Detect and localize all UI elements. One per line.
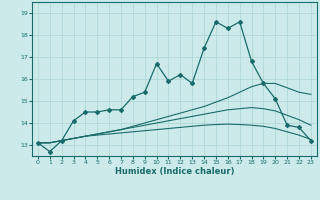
X-axis label: Humidex (Indice chaleur): Humidex (Indice chaleur)	[115, 167, 234, 176]
